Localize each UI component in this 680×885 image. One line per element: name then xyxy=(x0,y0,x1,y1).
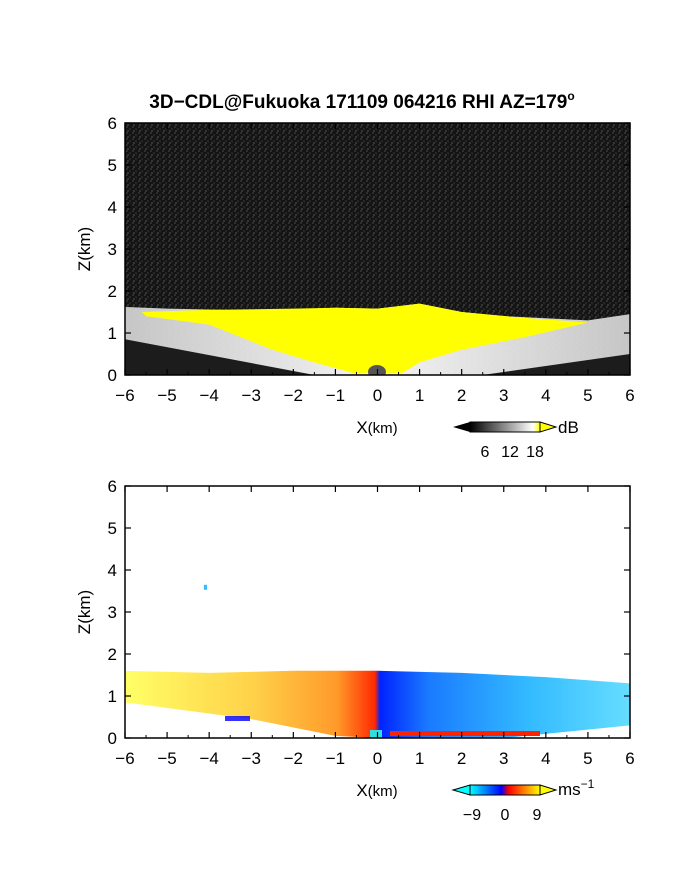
colorbar-tick-label: 0 xyxy=(501,807,510,824)
axis-ticks-top: −6 −5 −4 −3 −2 −1 0 1 2 3 4 5 6 0 1 2 3 4 5 6 xyxy=(108,114,635,405)
x-tick-label: 4 xyxy=(541,749,550,768)
y-tick-label: 0 xyxy=(108,729,117,748)
ground-shadow xyxy=(125,339,630,375)
x-tick-label: 2 xyxy=(457,749,466,768)
colorbar-tick-label: 9 xyxy=(533,807,542,824)
x-tick-label: 0 xyxy=(373,749,382,768)
y-tick-label: 5 xyxy=(108,156,117,175)
colorbar-unit: dB xyxy=(558,418,579,437)
x-tick-label: −2 xyxy=(284,749,303,768)
x-tick-label: 0 xyxy=(373,386,382,405)
x-tick-label: 3 xyxy=(499,386,508,405)
high-reflectivity-region xyxy=(141,303,588,373)
y-tick-label: 6 xyxy=(108,114,117,133)
colorbar-reflectivity: dB 6 12 18 xyxy=(453,418,579,461)
xlabel-bottom: X(km) xyxy=(356,781,397,800)
x-tick-label: 6 xyxy=(625,386,634,405)
colorbar-tick-label: −9 xyxy=(463,807,481,824)
y-tick-label: 5 xyxy=(108,519,117,538)
x-tick-label: 6 xyxy=(625,749,634,768)
x-tick-label: −1 xyxy=(326,386,345,405)
colorbar-tick-label: 6 xyxy=(481,444,490,461)
x-tick-label: 5 xyxy=(583,749,592,768)
radar-site-marker xyxy=(370,730,382,738)
colorbar-arrow-right xyxy=(539,421,558,433)
colorbar-gradient xyxy=(469,784,541,796)
x-tick-label: 4 xyxy=(541,386,550,405)
colorbar-arrow-left xyxy=(451,784,471,796)
colorbar-arrow-left xyxy=(453,422,470,432)
x-tick-label: −1 xyxy=(326,749,345,768)
y-tick-label: 4 xyxy=(108,561,117,580)
colorbar-tick-label: 18 xyxy=(526,444,544,461)
colorbar-tick-label: 12 xyxy=(501,444,519,461)
near-ground-red-band xyxy=(390,731,540,736)
x-tick-label: −4 xyxy=(199,386,218,405)
x-tick-label: −5 xyxy=(157,749,176,768)
y-tick-label: 6 xyxy=(108,477,117,496)
ylabel-top: Z(km) xyxy=(75,227,94,271)
y-tick-label: 2 xyxy=(108,282,117,301)
x-tick-label: −2 xyxy=(284,386,303,405)
x-tick-label: −4 xyxy=(199,749,218,768)
x-tick-label: −3 xyxy=(242,749,261,768)
y-tick-label: 3 xyxy=(108,240,117,259)
x-tick-label: −6 xyxy=(115,749,134,768)
y-tick-label: 1 xyxy=(108,324,117,343)
colorbar-velocity: ms−1 −9 0 9 xyxy=(451,777,595,824)
axis-ticks-bottom: −6 −5 −4 −3 −2 −1 0 1 2 3 4 5 6 0 1 2 3 4 5 6 xyxy=(108,477,635,768)
y-tick-label: 1 xyxy=(108,687,117,706)
x-tick-label: −6 xyxy=(115,386,134,405)
ylabel-bottom: Z(km) xyxy=(75,590,94,634)
x-tick-label: 5 xyxy=(583,386,592,405)
isolated-velocity-point xyxy=(203,584,207,590)
y-tick-label: 3 xyxy=(108,603,117,622)
x-tick-label: −3 xyxy=(242,386,261,405)
doppler-velocity-field xyxy=(125,670,630,738)
y-tick-label: 0 xyxy=(108,366,117,385)
x-tick-label: 1 xyxy=(415,749,424,768)
y-tick-label: 4 xyxy=(108,198,117,217)
x-tick-label: 1 xyxy=(415,386,424,405)
x-tick-label: 2 xyxy=(457,386,466,405)
near-ground-blue-band xyxy=(225,716,250,721)
xlabel-top: X(km) xyxy=(356,418,397,437)
velocity-panel: −6 −5 −4 −3 −2 −1 0 1 2 3 4 5 6 0 1 2 3 4 5 6 Z(km) X(km) m… xyxy=(75,477,635,824)
y-tick-label: 2 xyxy=(108,645,117,664)
x-tick-label: −5 xyxy=(157,386,176,405)
colorbar-unit: ms−1 xyxy=(558,777,595,799)
colorbar-arrow-right xyxy=(539,784,558,796)
figure-title: 3D−CDL@Fukuoka 171109 064216 RHI AZ=179o xyxy=(149,89,574,113)
colorbar-gradient xyxy=(469,421,541,433)
x-tick-label: 3 xyxy=(499,749,508,768)
